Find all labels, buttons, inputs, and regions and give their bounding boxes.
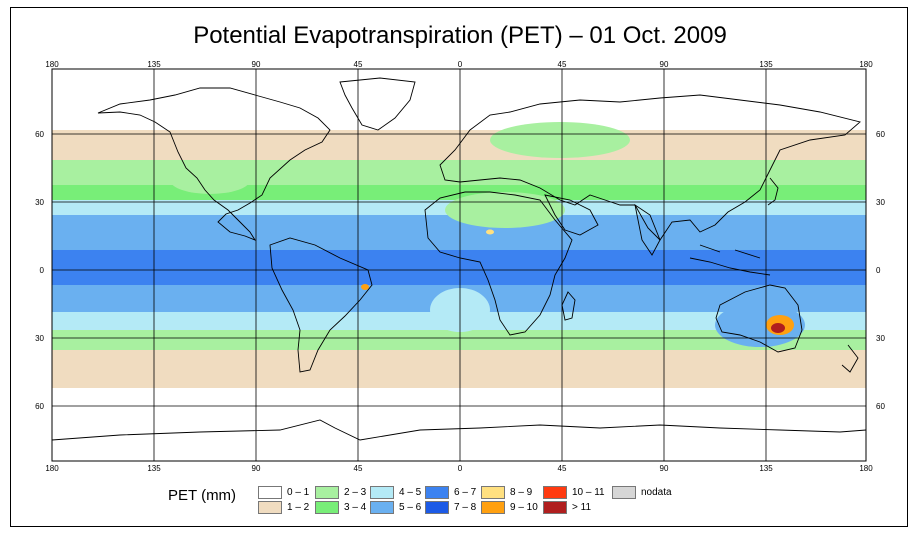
lat-tick-right-2: 30 [876, 198, 885, 207]
legend-swatch-3-4 [315, 501, 339, 514]
lat-tick-right-4: 30 [876, 334, 885, 343]
legend-label-4-5: 4 – 5 [399, 487, 422, 498]
lon-tick-bottom-8: 135 [759, 464, 773, 473]
legend-swatch-0-1 [258, 486, 282, 499]
region-sahel-hot [486, 229, 494, 235]
lat-tick-right-5: 60 [876, 402, 885, 411]
legend-label-0-1: 0 – 1 [287, 487, 310, 498]
figure-frame [10, 7, 908, 527]
legend-swatch-9-10 [481, 501, 505, 514]
legend-label-5-6: 5 – 6 [399, 502, 422, 513]
map-border [51, 68, 867, 462]
legend-swatch-5-6 [370, 501, 394, 514]
lat-tick-left-1: 60 [35, 130, 44, 139]
lon-tick-bottom-1: 180 [45, 464, 59, 473]
lat-ticks-right: 60 30 0 30 60 [876, 130, 885, 411]
legend-label-6-7: 6 – 7 [454, 487, 477, 498]
lon-tick-top-7: 90 [660, 60, 669, 69]
coast-africa [424, 191, 573, 336]
coast-greenland [339, 77, 416, 131]
legend-swatch-gt-11 [543, 501, 567, 514]
coast-indonesia [689, 244, 771, 276]
lon-tick-top-8: 135 [759, 60, 773, 69]
region-australia [715, 303, 805, 347]
legend-swatch-2-3 [315, 486, 339, 499]
legend-label-8-9: 8 – 9 [510, 487, 533, 498]
lon-tick-top-1: 180 [45, 60, 59, 69]
band-south-lightgreen [52, 330, 866, 352]
coast-japan [767, 177, 779, 206]
region-eurasia [490, 122, 630, 158]
legend-label-gt-11: > 11 [572, 502, 591, 513]
map-title: Potential Evapotranspiration (PET) – 01 … [193, 22, 727, 49]
legend-label-nodata: nodata [641, 487, 672, 498]
legend-swatch-6-7 [425, 486, 449, 499]
legend-swatch-7-8 [425, 501, 449, 514]
graticule [52, 69, 866, 461]
band-south-tan [52, 350, 866, 390]
coast-australia [715, 284, 803, 353]
legend-label-2-3: 2 – 3 [344, 487, 367, 498]
lat-tick-left-3: 0 [40, 266, 45, 275]
legend-swatch-nodata [612, 486, 636, 499]
coast-eurasia [439, 94, 861, 241]
legend-label-7-8: 7 – 8 [454, 502, 477, 513]
legend-label-9-10: 9 – 10 [510, 502, 538, 513]
lon-tick-top-2: 135 [147, 60, 161, 69]
band-north-tan [52, 130, 866, 165]
legend-title: PET (mm) [168, 487, 237, 504]
legend-swatch-10-11 [543, 486, 567, 499]
lon-tick-bottom-5: 0 [458, 464, 463, 473]
lon-tick-top-6: 45 [558, 60, 567, 69]
lon-tick-top-3: 90 [252, 60, 261, 69]
legend-label-1-2: 1 – 2 [287, 502, 310, 513]
region-sahara [445, 192, 565, 228]
band-polar-south [52, 388, 866, 461]
region-australia-max [771, 323, 785, 333]
lon-tick-top-4: 45 [354, 60, 363, 69]
coast-india [634, 204, 661, 256]
lon-ticks-bottom: 180 135 90 45 0 45 90 135 180 [45, 464, 873, 473]
lon-ticks-top: 180 135 90 45 0 45 90 135 180 [45, 60, 873, 69]
legend-label-3-4: 3 – 4 [344, 502, 367, 513]
lon-tick-bottom-7: 90 [660, 464, 669, 473]
legend-swatch-8-9 [481, 486, 505, 499]
lon-tick-top-9: 180 [859, 60, 873, 69]
lat-tick-left-4: 30 [35, 334, 44, 343]
lon-tick-bottom-6: 45 [558, 464, 567, 473]
coast-north-america [97, 87, 331, 241]
lon-tick-bottom-4: 45 [354, 464, 363, 473]
lat-tick-right-1: 60 [876, 130, 885, 139]
lon-tick-bottom-3: 90 [252, 464, 261, 473]
lat-ticks-left: 60 30 0 30 60 [35, 130, 44, 411]
legend-swatch-4-5 [370, 486, 394, 499]
region-north-america [170, 166, 250, 194]
coast-south-america [269, 237, 373, 373]
lon-tick-bottom-9: 180 [859, 464, 873, 473]
legend-label-10-11: 10 – 11 [572, 487, 605, 498]
lat-tick-right-3: 0 [876, 266, 881, 275]
coast-new-zealand [841, 344, 859, 373]
region-brazil-hot [361, 284, 369, 290]
pet-bands [52, 69, 866, 461]
lon-tick-bottom-2: 135 [147, 464, 161, 473]
lat-tick-left-2: 30 [35, 198, 44, 207]
coast-madagascar [561, 291, 576, 321]
legend-swatch-1-2 [258, 501, 282, 514]
lat-tick-left-5: 60 [35, 402, 44, 411]
band-north-blue [52, 215, 866, 255]
coast-antarctica [51, 419, 867, 441]
lon-tick-top-5: 0 [458, 60, 463, 69]
